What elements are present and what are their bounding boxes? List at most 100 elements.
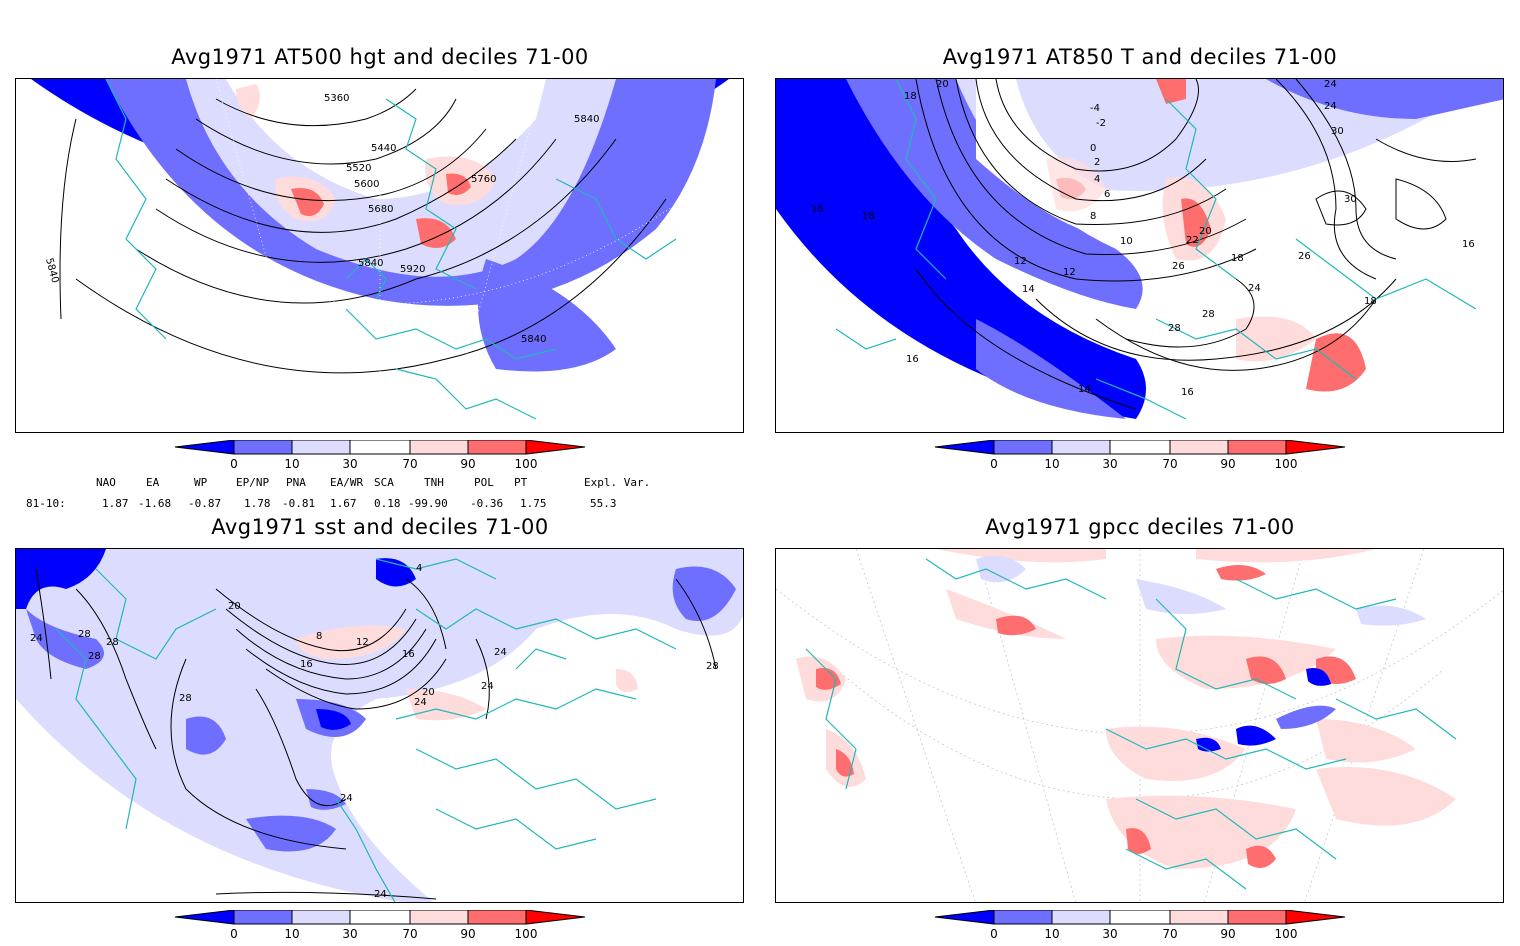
contour-label: 24 xyxy=(414,697,427,708)
panel-title-t850: Avg1971 AT850 T and deciles 71-00 xyxy=(942,45,1338,69)
index-value: -99.90 xyxy=(408,497,448,510)
index-value: 0.18 xyxy=(374,497,401,510)
contour-label: 16 xyxy=(811,204,824,215)
contour-label: 8 xyxy=(316,631,322,642)
colorbar-label: 90 xyxy=(460,927,476,941)
contour-label: 30 xyxy=(1344,194,1357,205)
colorbar-label: 70 xyxy=(1162,927,1178,941)
colorbar-label: 70 xyxy=(402,457,418,471)
contour-label: 14 xyxy=(1078,384,1091,395)
contour-label: 16 xyxy=(906,354,919,365)
panel-title-sst: Avg1971 sst and deciles 71-00 xyxy=(211,515,549,539)
colorbar-swatches xyxy=(934,909,1346,925)
contour-label: 12 xyxy=(1063,267,1076,278)
colorbar-label: 0 xyxy=(990,927,998,941)
contour-label: 5680 xyxy=(368,204,393,215)
index-header: TNH xyxy=(424,476,444,489)
contour-label: 4 xyxy=(1094,174,1100,185)
contour-label: 24 xyxy=(494,647,507,658)
colorbar-label: 0 xyxy=(230,927,238,941)
contour-label: 20 xyxy=(936,79,949,90)
index-value: 1.87 xyxy=(102,497,129,510)
contour-label: 5920 xyxy=(400,264,425,275)
index-value: 1.67 xyxy=(330,497,357,510)
contour-label: 30 xyxy=(1331,126,1344,137)
colorbar-label: 10 xyxy=(1044,927,1060,941)
colorbar-label: 30 xyxy=(342,927,358,941)
colorbar-swatches xyxy=(934,439,1346,455)
contour-label: 18 xyxy=(1231,253,1244,264)
index-value: 1.78 xyxy=(244,497,271,510)
index-value: 55.3 xyxy=(590,497,617,510)
index-value: -0.81 xyxy=(282,497,316,510)
contour-label: 26 xyxy=(1172,261,1185,272)
index-header: PT xyxy=(514,476,528,489)
contour-label: 5840 xyxy=(43,257,60,284)
contour-label: 2 xyxy=(1094,157,1100,168)
contour-label: 12 xyxy=(356,637,369,648)
contour-label: 5840 xyxy=(358,258,383,269)
map-hgt-plot: 5360 5440 5520 5600 5680 5760 5840 5840 … xyxy=(31,79,729,432)
contour-label: 26 xyxy=(1298,251,1311,262)
index-header: Expl. Var. xyxy=(584,476,651,489)
contour-label: 4 xyxy=(416,563,422,574)
contour-label: 5760 xyxy=(471,174,496,185)
contour-label: 0 xyxy=(1090,143,1096,154)
colorbar-label: 30 xyxy=(342,457,358,471)
contour-label: 16 xyxy=(1462,239,1475,250)
index-header: NAO xyxy=(96,476,116,489)
contour-label: 8 xyxy=(1090,211,1096,222)
index-value: -1.68 xyxy=(138,497,172,510)
contour-label: 24 xyxy=(1324,79,1337,90)
contour-label: 5520 xyxy=(346,163,371,174)
contour-label: 28 xyxy=(1202,309,1215,320)
index-header: EP/NP xyxy=(236,476,270,489)
contour-label: 18 xyxy=(904,91,917,102)
contour-label: 28 xyxy=(706,661,719,672)
index-value: 1.75 xyxy=(520,497,547,510)
contour-label: 20 xyxy=(1199,226,1212,237)
contour-label: 24 xyxy=(1248,283,1261,294)
contour-label: -4 xyxy=(1090,103,1100,114)
colorbar-label: 30 xyxy=(1102,457,1118,471)
colorbar-swatches xyxy=(174,439,586,455)
contour-label: 24 xyxy=(481,681,494,692)
contour-label: 6 xyxy=(1104,189,1110,200)
contour-label: 24 xyxy=(30,633,43,644)
colorbar-label: 30 xyxy=(1102,927,1118,941)
colorbar-sst: 0 10 30 70 90 100 xyxy=(170,909,590,946)
contour-label: 18 xyxy=(862,211,875,222)
contour-label: 18 xyxy=(1364,296,1377,307)
contour-label: 16 xyxy=(1181,387,1194,398)
colorbar-label: 10 xyxy=(1044,457,1060,471)
index-header: SCA xyxy=(374,476,394,489)
contour-label: 24 xyxy=(340,793,353,804)
map-gpcc-plot xyxy=(776,549,1503,902)
contour-label: 5840 xyxy=(521,334,546,345)
contour-label: 16 xyxy=(402,649,415,660)
contour-label: 12 xyxy=(1014,256,1027,267)
colorbar-swatches xyxy=(174,909,586,925)
colorbar-label: 90 xyxy=(460,457,476,471)
contour-label: 5440 xyxy=(371,143,396,154)
contour-label: 5840 xyxy=(574,114,599,125)
colorbar-label: 10 xyxy=(284,927,300,941)
colorbar-label: 0 xyxy=(230,457,238,471)
index-header: WP xyxy=(194,476,208,489)
panel-title-hgt: Avg1971 AT500 hgt and deciles 71-00 xyxy=(171,45,589,69)
contour-label: 10 xyxy=(1120,236,1133,247)
contour-label: 16 xyxy=(300,659,313,670)
contour-label: 28 xyxy=(88,651,101,662)
index-value: -0.87 xyxy=(188,497,222,510)
contour-label: 20 xyxy=(228,601,241,612)
colorbar-label: 10 xyxy=(284,457,300,471)
contour-label: 28 xyxy=(106,637,119,648)
index-header: EA xyxy=(146,476,160,489)
colorbar-gpcc: 0 10 30 70 90 100 xyxy=(930,909,1350,946)
map-sst-plot: 24 28 28 28 28 20 16 12 8 4 16 20 24 24 … xyxy=(16,549,743,902)
map-t850-plot: 20 18 -4 -2 0 2 4 6 8 10 12 12 14 14 16 … xyxy=(776,79,1503,420)
colorbar-label: 0 xyxy=(990,457,998,471)
map-panel-t850: 20 18 -4 -2 0 2 4 6 8 10 12 12 14 14 16 … xyxy=(775,78,1504,433)
colorbar-label: 100 xyxy=(514,457,538,471)
index-header: POL xyxy=(474,476,494,489)
